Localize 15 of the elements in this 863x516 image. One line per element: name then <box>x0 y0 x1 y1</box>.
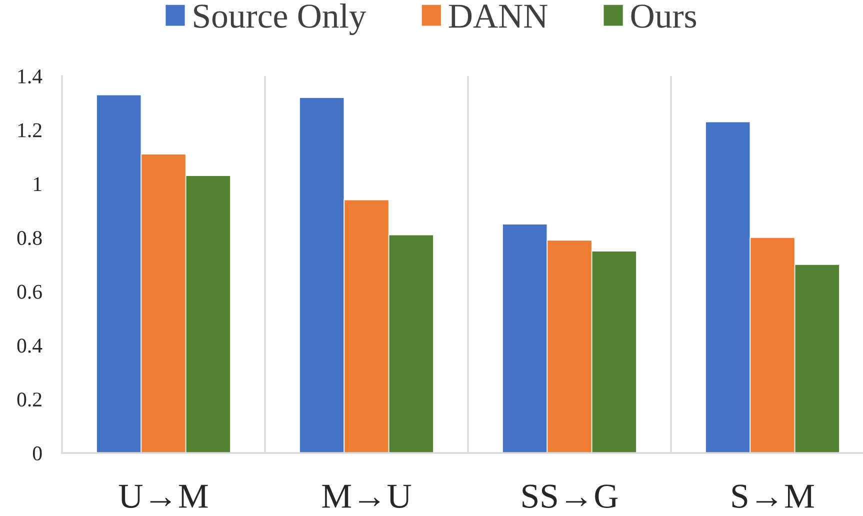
x-tick-label: S→M <box>732 484 814 508</box>
y-tick-label: 1.2 <box>18 123 42 138</box>
legend-label: Ours <box>631 4 696 28</box>
y-tick-label: 0.4 <box>17 338 42 353</box>
y-tick-label: 0.6 <box>17 284 42 299</box>
x-tick-label: SS→G <box>522 484 618 508</box>
y-tick-label: 1 <box>34 177 42 191</box>
y-tick-label: 0.2 <box>17 392 42 407</box>
y-tick-label: 0 <box>32 446 42 460</box>
x-tick-label: U→M <box>118 484 208 508</box>
legend-label: Source Only <box>194 3 366 36</box>
x-tick-label: M→U <box>322 484 412 508</box>
y-tick-label: 0.8 <box>17 230 42 246</box>
y-tick-label: 1.4 <box>18 69 42 84</box>
legend-label: DANN <box>448 4 548 28</box>
